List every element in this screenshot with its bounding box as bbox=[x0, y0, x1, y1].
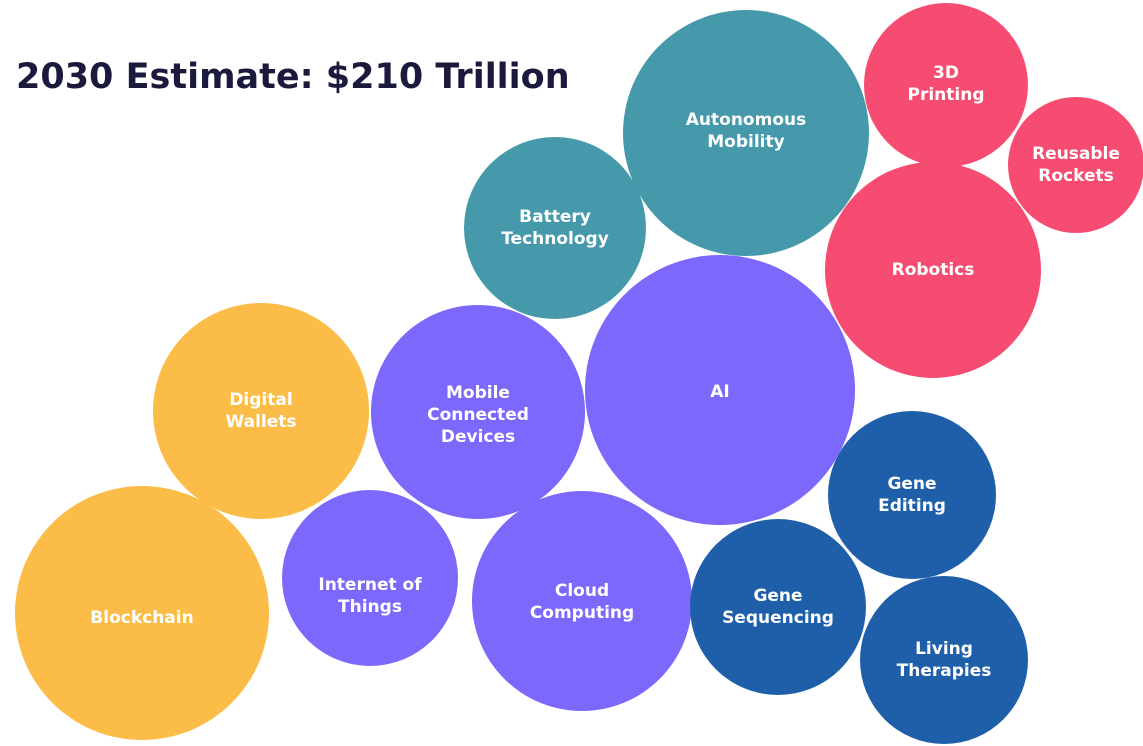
bubble-label: Battery bbox=[519, 207, 591, 227]
bubble bbox=[1008, 97, 1143, 233]
bubble-label: Printing bbox=[908, 85, 985, 105]
bubble-label: Wallets bbox=[225, 412, 296, 432]
bubble-label: Editing bbox=[878, 496, 946, 516]
bubble bbox=[864, 3, 1028, 167]
bubble bbox=[15, 486, 269, 740]
bubble bbox=[690, 519, 866, 695]
bubble-label: Connected bbox=[427, 405, 529, 425]
bubble-label: Therapies bbox=[897, 661, 992, 681]
bubble-label: Internet of bbox=[318, 575, 422, 595]
bubble-label: Things bbox=[338, 597, 402, 617]
bubble-label: Rockets bbox=[1038, 166, 1113, 186]
bubble-label: Digital bbox=[229, 390, 292, 410]
bubble-label: Computing bbox=[530, 603, 634, 623]
title: 2030 Estimate: $210 Trillion bbox=[16, 57, 570, 97]
bubble-label: Living bbox=[915, 639, 973, 659]
bubble-label: Sequencing bbox=[722, 608, 834, 628]
bubble-label: Mobility bbox=[707, 132, 784, 152]
bubble-label: Technology bbox=[501, 229, 609, 249]
bubble-label: AI bbox=[710, 382, 729, 402]
bubble bbox=[371, 305, 585, 519]
bubble-label: Blockchain bbox=[90, 608, 193, 628]
bubble bbox=[153, 303, 369, 519]
bubble bbox=[464, 137, 646, 319]
bubble-label: Reusable bbox=[1032, 144, 1120, 164]
bubble bbox=[585, 255, 855, 525]
bubble-label: Cloud bbox=[555, 581, 609, 601]
bubble-label: Devices bbox=[441, 427, 515, 447]
bubble bbox=[472, 491, 692, 711]
bubble-label: Autonomous bbox=[686, 110, 806, 130]
bubble bbox=[623, 10, 869, 256]
bubble-label: 3D bbox=[933, 63, 959, 83]
bubble-label: Robotics bbox=[892, 260, 975, 280]
bubble bbox=[860, 576, 1028, 744]
bubble bbox=[825, 162, 1041, 378]
bubble-label: Gene bbox=[753, 586, 802, 606]
bubble bbox=[282, 490, 458, 666]
bubble bbox=[828, 411, 996, 579]
bubble-label: Mobile bbox=[446, 383, 510, 403]
bubble-label: Gene bbox=[887, 474, 936, 494]
